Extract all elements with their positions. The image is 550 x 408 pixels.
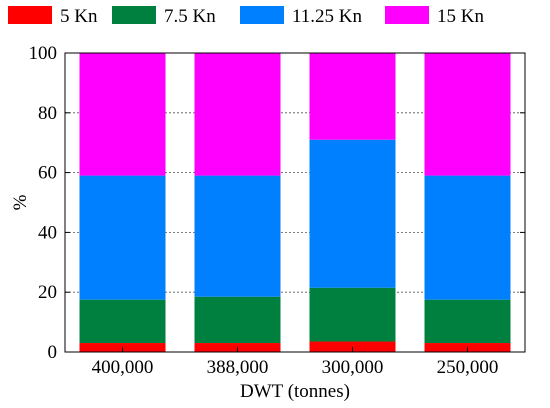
x-tick-label: 250,000 bbox=[437, 357, 499, 378]
legend-swatch bbox=[112, 6, 156, 24]
bar-segment bbox=[194, 175, 281, 297]
bar-segment bbox=[79, 175, 166, 300]
bar-segment bbox=[309, 287, 396, 342]
legend-label: 15 Kn bbox=[437, 6, 484, 27]
y-tick-label: 0 bbox=[48, 342, 58, 363]
x-tick-label: 400,000 bbox=[92, 357, 154, 378]
y-tick-label: 100 bbox=[29, 43, 58, 64]
legend-label: 7.5 Kn bbox=[164, 6, 216, 27]
bar-segment bbox=[424, 53, 511, 176]
y-tick-label: 80 bbox=[38, 103, 57, 124]
bar-segment bbox=[424, 299, 511, 344]
legend-label: 5 Kn bbox=[60, 6, 98, 27]
bar-segment bbox=[194, 296, 281, 344]
bar-segment bbox=[194, 53, 281, 176]
y-tick-label: 60 bbox=[38, 163, 57, 184]
bar-segment bbox=[309, 139, 396, 288]
y-tick-label: 20 bbox=[38, 282, 57, 303]
legend-swatch bbox=[8, 6, 52, 24]
x-tick-label: 388,000 bbox=[207, 357, 269, 378]
bar-segment bbox=[79, 53, 166, 176]
x-axis-title: DWT (tonnes) bbox=[240, 381, 350, 402]
plot-frame bbox=[64, 52, 526, 353]
legend-swatch bbox=[385, 6, 429, 24]
x-axis-ticks: 400,000 388,000 300,000 250,000 bbox=[92, 347, 499, 378]
y-axis-title: % bbox=[10, 194, 31, 210]
bar-segment bbox=[79, 299, 166, 344]
y-axis-ticks: 0 20 40 60 80 100 bbox=[29, 43, 525, 363]
legend-swatch bbox=[240, 6, 284, 24]
bars bbox=[79, 53, 511, 352]
chart-legend: 5 Kn 7.5 Kn 11.25 Kn 15 Kn bbox=[8, 6, 484, 27]
x-tick-label: 300,000 bbox=[322, 357, 384, 378]
bar-segment bbox=[309, 53, 396, 140]
legend-label: 11.25 Kn bbox=[292, 6, 363, 27]
y-tick-label: 40 bbox=[38, 222, 57, 243]
bar-segment bbox=[424, 175, 511, 300]
bar-segment bbox=[309, 341, 396, 352]
